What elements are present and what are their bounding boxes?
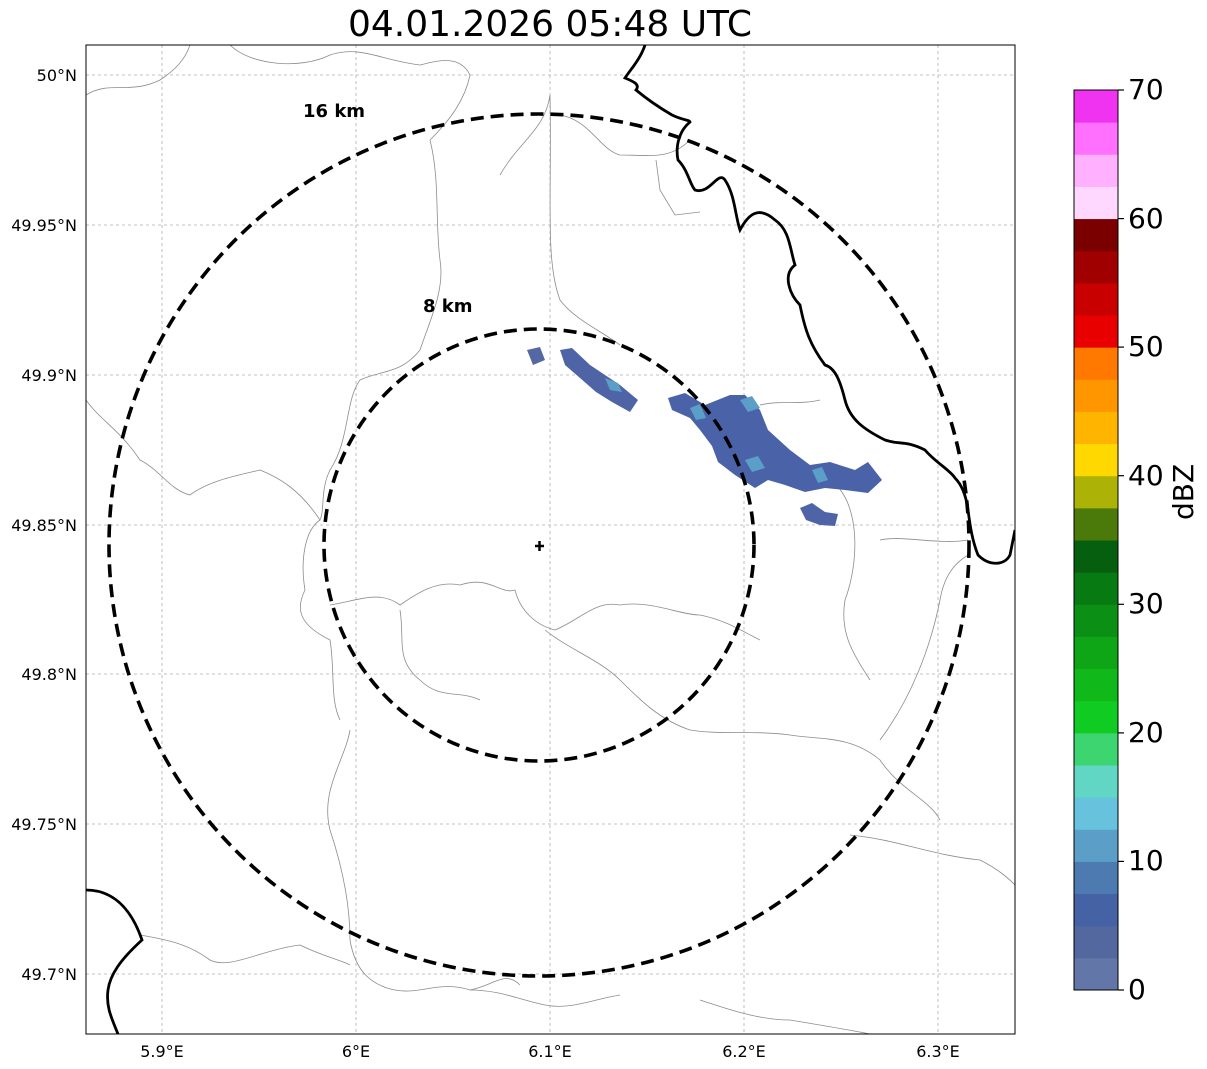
colorbar-tick-label: 0 — [1128, 973, 1146, 1006]
boundary-line — [399, 609, 481, 701]
range-ring-label-16km: 16 km — [303, 101, 365, 122]
colorbar-segment — [1074, 797, 1118, 830]
echo-cell — [745, 456, 765, 472]
colorbar-segment — [1074, 411, 1118, 445]
boundary-line — [699, 999, 871, 1034]
lon-tick-label: 6°E — [342, 1042, 370, 1061]
range-ring-label-8km: 8 km — [423, 296, 473, 317]
colorbar-label: dBZ — [1167, 463, 1200, 520]
lat-tick-label: 49.7°N — [21, 965, 77, 984]
echo-cell — [560, 348, 638, 412]
colorbar-segment — [1074, 925, 1118, 959]
lon-tick-label: 6.1°E — [528, 1042, 572, 1061]
lon-tick-label: 6.2°E — [722, 1042, 766, 1061]
border-line — [86, 888, 144, 1034]
colorbar-segment — [1074, 250, 1118, 284]
municipal-boundaries — [86, 45, 1015, 1034]
boundary-line — [499, 94, 621, 346]
lon-tick-labels: 5.9°E 6°E 6.1°E 6.2°E 6.3°E — [140, 1042, 960, 1061]
echo-cell — [740, 396, 760, 412]
boundary-line — [327, 729, 521, 992]
boundary-line — [759, 399, 821, 406]
colorbar-segment — [1074, 90, 1118, 123]
border-line — [622, 45, 1015, 565]
boundary-line — [86, 45, 191, 96]
echo-cell — [800, 503, 838, 526]
lon-tick-label: 6.3°E — [916, 1042, 960, 1061]
echo-cell — [605, 378, 622, 392]
plot-frame — [85, 44, 1016, 1035]
colorbar-segment — [1074, 315, 1118, 348]
colorbar-segment — [1074, 475, 1118, 509]
colorbar-segment — [1074, 379, 1118, 412]
colorbar-segment — [1074, 507, 1118, 541]
colorbar-segment — [1074, 218, 1118, 252]
boundary-line — [849, 834, 1015, 886]
boundary-line — [544, 629, 941, 821]
echo-cell — [527, 347, 545, 365]
lat-tick-label: 50°N — [37, 66, 77, 85]
colorbar-frame — [1073, 89, 1119, 991]
national-borders — [86, 45, 1015, 1034]
echo-cell — [690, 404, 706, 420]
colorbar-tick-label: 70 — [1128, 73, 1164, 106]
lat-tick-label: 49.9°N — [21, 366, 77, 385]
colorbar-segment — [1074, 572, 1118, 605]
range-rings — [107, 112, 971, 978]
colorbar-segment — [1074, 668, 1118, 702]
boundary-line — [655, 159, 701, 216]
colorbar-segment — [1074, 893, 1118, 927]
colorbar-segment — [1074, 540, 1118, 573]
boundary-line — [329, 581, 761, 641]
lat-tick-label: 49.8°N — [21, 665, 77, 684]
boundary-line — [829, 479, 871, 681]
colorbar-tick-label: 40 — [1128, 459, 1164, 492]
colorbar-segment — [1074, 700, 1118, 734]
echo-cell — [668, 393, 882, 493]
range-ring-8km — [322, 327, 756, 763]
boundary-line — [229, 45, 471, 141]
lat-tick-label: 49.85°N — [11, 516, 77, 535]
colorbar-segment — [1074, 957, 1118, 991]
map-title: 04.01.2026 05:48 UTC — [347, 4, 753, 45]
boundary-line — [559, 114, 691, 156]
boundary-line — [319, 139, 442, 521]
radar-echoes — [527, 347, 882, 526]
colorbar-ticks — [1118, 89, 1124, 991]
colorbar-segment — [1074, 347, 1118, 380]
colorbar-tick-label: 10 — [1128, 844, 1164, 877]
boundary-line — [139, 934, 351, 966]
colorbar-tick-label: 30 — [1128, 587, 1164, 620]
boundary-line — [879, 538, 969, 542]
colorbar-segment — [1074, 829, 1118, 862]
colorbar-segment — [1074, 122, 1118, 155]
lat-tick-label: 49.75°N — [11, 815, 77, 834]
colorbar-tick-label: 50 — [1128, 330, 1164, 363]
colorbar-segment — [1074, 732, 1118, 766]
colorbar-segment — [1074, 765, 1118, 798]
colorbar-segment — [1074, 282, 1118, 316]
colorbar — [1074, 90, 1118, 991]
boundary-line — [86, 399, 341, 721]
colorbar-segment — [1074, 861, 1118, 895]
radar-site-marker — [535, 541, 544, 551]
colorbar-segment — [1074, 604, 1118, 637]
echo-cell — [812, 467, 828, 483]
colorbar-segment — [1074, 636, 1118, 670]
lat-tick-label: 49.95°N — [11, 216, 77, 235]
colorbar-segment — [1074, 443, 1118, 477]
boundary-line — [469, 989, 621, 1007]
lon-tick-label: 5.9°E — [140, 1042, 184, 1061]
lat-tick-labels: 50°N 49.95°N 49.9°N 49.85°N 49.8°N 49.75… — [11, 66, 77, 984]
range-ring-16km — [107, 112, 971, 978]
colorbar-tick-label: 20 — [1128, 716, 1164, 749]
colorbar-segment — [1074, 186, 1118, 220]
colorbar-segment — [1074, 154, 1118, 187]
colorbar-tick-label: 60 — [1128, 202, 1164, 235]
boundary-line — [879, 554, 969, 741]
